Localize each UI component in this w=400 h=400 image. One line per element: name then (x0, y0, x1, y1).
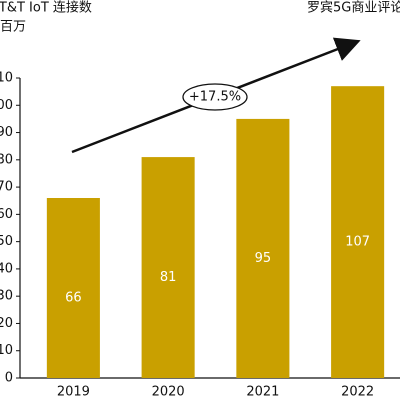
y-tick-label: 40 (0, 261, 13, 276)
value-label: 107 (345, 235, 370, 250)
x-tick-label: 2020 (152, 385, 185, 400)
y-tick-label: 80 (0, 152, 13, 167)
annotation-bubble (182, 83, 248, 111)
value-label: 66 (65, 291, 82, 306)
y-tick-label: 60 (0, 207, 13, 222)
y-tick-label: 90 (0, 125, 13, 140)
chart-title: AT&T IoT 连接数 (0, 0, 92, 16)
bar (236, 118, 290, 378)
y-tick-label: 100 (0, 98, 13, 113)
bar (141, 157, 195, 378)
value-label: 95 (255, 251, 272, 266)
y-tick-label: 10 (0, 343, 13, 358)
y-tick-label: 0 (5, 371, 13, 386)
annotation: +17.5% (189, 90, 241, 105)
bar (331, 86, 385, 378)
source: 罗宾5G商业评论 (307, 0, 400, 16)
chart-subtitle: 百万 (0, 20, 26, 35)
y-tick-label: 50 (0, 234, 13, 249)
y-tick-label: 70 (0, 180, 13, 195)
bar (46, 198, 100, 378)
x-tick-label: 2019 (57, 385, 90, 400)
y-tick-label: 20 (0, 316, 13, 331)
y-tick-label: 110 (0, 71, 13, 86)
value-label: 81 (160, 270, 177, 285)
y-tick-label: 30 (0, 289, 13, 304)
x-tick-label: 2022 (341, 385, 374, 400)
x-tick-label: 2021 (246, 385, 279, 400)
